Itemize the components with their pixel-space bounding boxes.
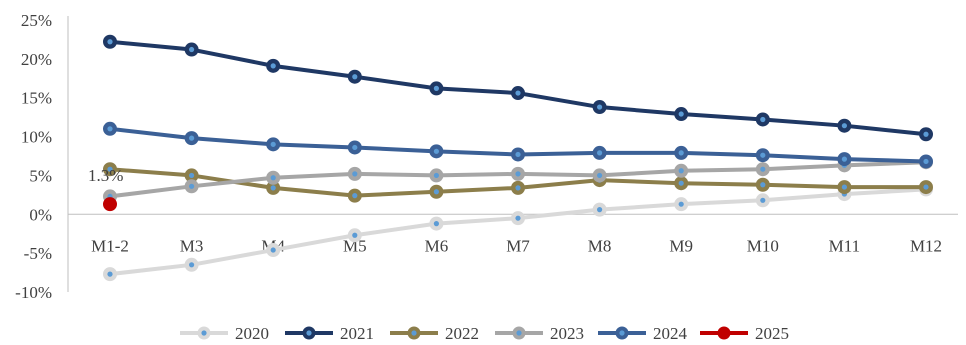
data-point-center: [270, 175, 276, 181]
data-point-center: [597, 150, 603, 156]
data-point-center: [760, 182, 766, 188]
axes: 25%20%15%10%5%0%-5%-10%M1-2M3M4M5M6M7M8M…: [15, 11, 958, 302]
legend-item-2024: 2024: [598, 324, 688, 343]
data-point-center: [515, 171, 521, 177]
data-point-center: [515, 151, 521, 158]
data-point-center: [433, 221, 439, 227]
data-point-center: [107, 201, 113, 207]
y-tick-label: 25%: [21, 11, 52, 30]
data-point-center: [189, 172, 195, 179]
y-tick-label: -10%: [15, 283, 52, 302]
x-tick-label: M12: [910, 236, 942, 255]
legend-swatch-center: [516, 330, 522, 336]
data-point-center: [923, 131, 929, 137]
legend-swatch-center: [619, 330, 625, 336]
data-point-center: [270, 185, 276, 191]
data-point-center: [515, 90, 521, 96]
series-2021: [103, 34, 933, 142]
data-point-center: [597, 104, 603, 110]
data-point-center: [678, 150, 684, 156]
legend-label: 2023: [550, 324, 584, 343]
series-2024: [103, 121, 933, 169]
data-point-center: [841, 156, 848, 162]
legend-swatch-center: [721, 330, 727, 336]
legend-item-2021: 2021: [285, 324, 374, 343]
data-point-center: [678, 201, 684, 207]
series-2022: [103, 162, 933, 203]
data-point-center: [270, 63, 276, 69]
data-label-2025: 1.3%: [88, 166, 123, 185]
data-point-center: [515, 215, 521, 221]
legend-swatch-center: [306, 330, 312, 336]
x-tick-label: M6: [425, 236, 449, 255]
data-point-center: [760, 197, 766, 203]
data-point-center: [270, 141, 276, 147]
data-point-center: [352, 232, 358, 238]
data-point-center: [107, 39, 113, 45]
data-point-center: [107, 271, 113, 277]
data-point-center: [760, 116, 766, 123]
y-tick-label: 15%: [21, 89, 52, 108]
data-point-center: [515, 185, 521, 191]
series-2020: [103, 182, 933, 282]
x-tick-label: M11: [829, 236, 861, 255]
legend-label: 2022: [445, 324, 479, 343]
data-point-center: [107, 126, 113, 132]
legend-label: 2024: [653, 324, 688, 343]
data-point-center: [433, 189, 439, 195]
y-tick-label: 20%: [21, 50, 52, 69]
series-2025: [103, 197, 117, 212]
data-point-center: [433, 172, 439, 179]
x-tick-label: M7: [506, 236, 530, 255]
x-tick-label: M9: [669, 236, 693, 255]
data-point-center: [189, 46, 195, 53]
data-point-center: [678, 111, 684, 117]
y-tick-label: 5%: [29, 166, 52, 185]
data-point-center: [760, 152, 766, 158]
series-line: [109, 187, 927, 277]
legend-swatch-center: [411, 330, 417, 336]
data-point-center: [352, 171, 358, 177]
y-tick-label: 10%: [21, 128, 52, 147]
data-point-center: [189, 262, 195, 268]
data-point-center: [352, 74, 358, 80]
data-point-center: [433, 148, 439, 154]
x-tick-label: M10: [747, 236, 779, 255]
data-point-center: [841, 184, 848, 190]
x-tick-label: M1-2: [91, 236, 129, 255]
legend-label: 2020: [235, 324, 269, 343]
data-point-center: [760, 166, 766, 172]
legend-label: 2021: [340, 324, 374, 343]
y-tick-label: -5%: [24, 244, 52, 263]
legend-item-2025: 2025: [700, 324, 789, 343]
legend-item-2020: 2020: [180, 324, 269, 343]
legend-item-2022: 2022: [390, 324, 479, 343]
data-point-center: [597, 207, 603, 213]
y-tick-label: 0%: [29, 205, 52, 224]
x-tick-label: M5: [343, 236, 367, 255]
data-point-center: [597, 172, 603, 179]
x-tick-label: M8: [588, 236, 612, 255]
legend-label: 2025: [755, 324, 789, 343]
data-point-center: [189, 135, 195, 141]
data-point-center: [189, 183, 195, 189]
data-point-center: [352, 144, 358, 151]
legend-swatch-center: [201, 330, 207, 336]
legend: 2020 2021 2022 2023 2024 2025: [180, 324, 789, 343]
series-layer: 1.3%: [88, 34, 933, 282]
data-point-center: [433, 85, 439, 91]
data-point-center: [678, 168, 684, 174]
data-point-center: [352, 193, 358, 199]
data-point-center: [270, 247, 276, 253]
legend-item-2023: 2023: [495, 324, 584, 343]
data-point-center: [678, 180, 684, 186]
data-point-center: [923, 184, 929, 190]
data-point-center: [923, 158, 929, 165]
data-point-center: [107, 166, 113, 172]
x-tick-label: M3: [180, 236, 204, 255]
data-point-center: [841, 123, 848, 129]
